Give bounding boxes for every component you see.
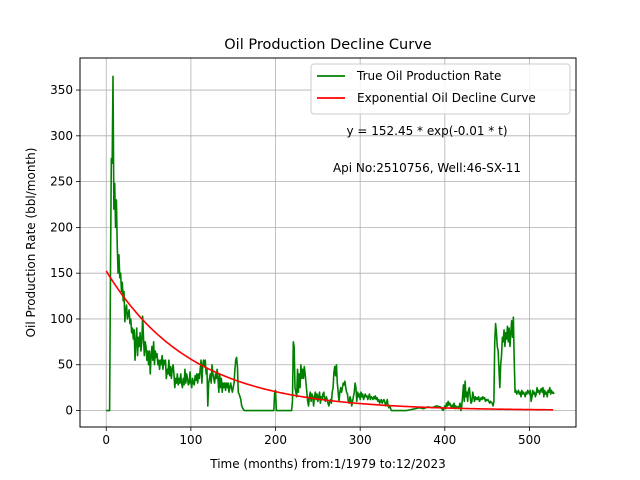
x-tick-label: 300 xyxy=(349,433,372,447)
plot-frame xyxy=(79,57,577,428)
ticks: 0 100 200 300 400 500 0 50 100 150 200 250 300 350 xyxy=(50,83,541,447)
y-tick-label: 300 xyxy=(50,129,73,143)
equation-annotation: y = 152.45 * exp(-0.01 * t) xyxy=(346,124,507,138)
legend: True Oil Production Rate Exponential Oil … xyxy=(310,63,571,115)
y-tick-label: 350 xyxy=(50,83,73,97)
legend-box xyxy=(310,63,571,115)
y-tick-label: 200 xyxy=(50,220,73,234)
legend-entry: True Oil Production Rate xyxy=(356,69,501,83)
x-axis-label: Time (months) from:1/1979 to:12/2023 xyxy=(209,457,446,471)
series-line-true-oil-production-rate xyxy=(106,75,555,412)
well-annotation: Api No:2510756, Well:46-SX-11 xyxy=(333,161,521,175)
x-tick-label: 200 xyxy=(264,433,287,447)
series-layer xyxy=(105,75,555,412)
series-line-exponential-decline-curve xyxy=(105,270,554,411)
y-tick-label: 250 xyxy=(50,175,73,189)
chart-title: Oil Production Decline Curve xyxy=(224,37,432,53)
y-tick-label: 50 xyxy=(58,358,73,372)
y-tick-label: 150 xyxy=(50,266,73,280)
x-tick-label: 500 xyxy=(518,433,541,447)
x-tick-label: 400 xyxy=(433,433,456,447)
legend-entry: Exponential Oil Decline Curve xyxy=(357,91,536,105)
y-tick-label: 100 xyxy=(50,312,73,326)
x-tick-label: 100 xyxy=(179,433,202,447)
y-axis-label: Oil Production Rate (bbl/month) xyxy=(24,148,38,338)
x-tick-label: 0 xyxy=(102,433,110,447)
y-tick-label: 0 xyxy=(65,404,73,418)
